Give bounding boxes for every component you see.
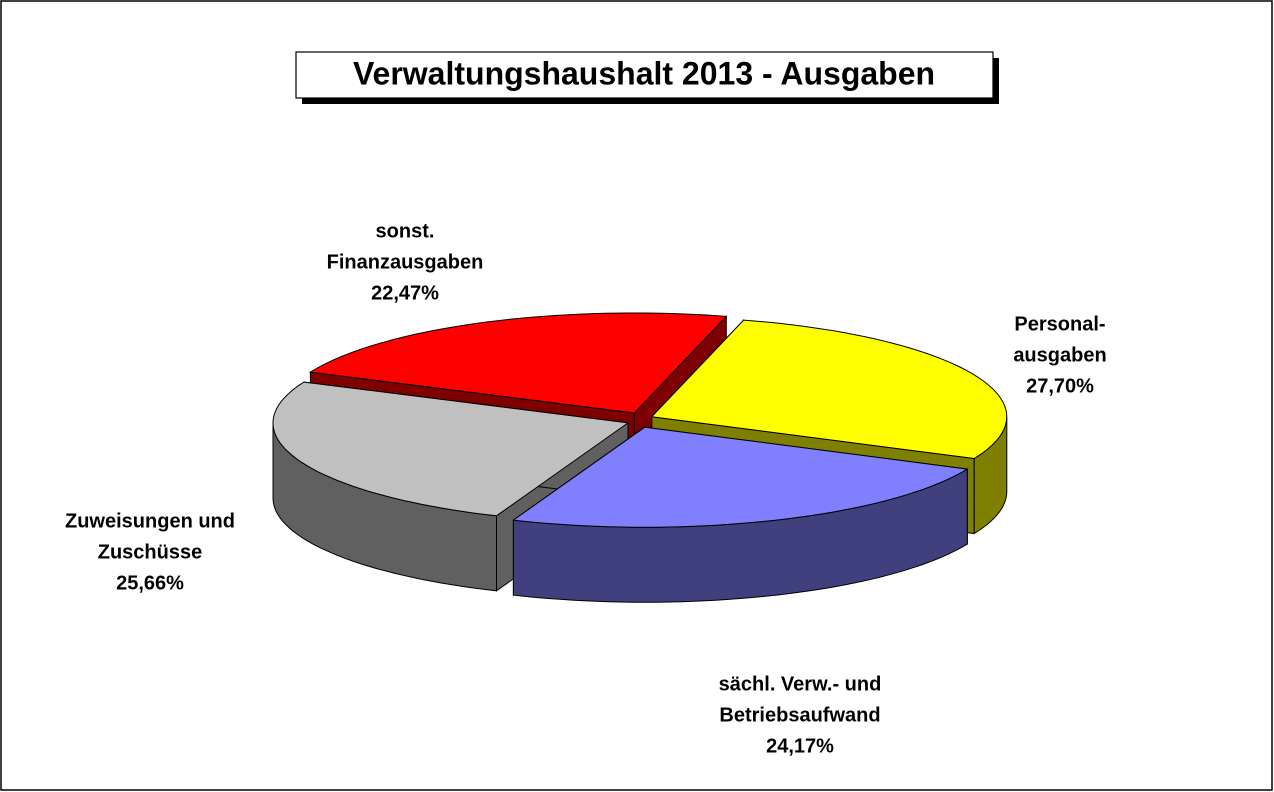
labels: Personal-ausgaben 27,70% sächl. Verw.- und…	[65, 220, 1107, 757]
slice-label: Personal-	[1014, 313, 1105, 335]
slice-label: Zuschüsse	[98, 541, 202, 563]
value-label: 22,47%	[371, 282, 439, 304]
value-label: 27,70%	[1026, 375, 1094, 397]
slice	[272, 381, 630, 517]
slice	[650, 319, 1008, 460]
chart-title: Verwaltungshaushalt 2013 - Ausgaben	[353, 55, 935, 91]
slice-label: Betriebsaufwand	[719, 704, 880, 726]
slice	[308, 312, 728, 414]
slice-label: Finanzausgaben	[327, 251, 484, 273]
slice-label: ausgaben	[1013, 344, 1106, 366]
value-label: 24,17%	[766, 735, 834, 757]
value-label: 25,66%	[116, 572, 184, 594]
slice-label: sächl. Verw.- und	[719, 673, 882, 695]
pie	[272, 312, 1008, 603]
slice-label: Zuweisungen und	[65, 510, 235, 532]
slice-label: sonst.	[376, 220, 435, 242]
title-box	[295, 51, 994, 99]
slice	[512, 426, 969, 528]
